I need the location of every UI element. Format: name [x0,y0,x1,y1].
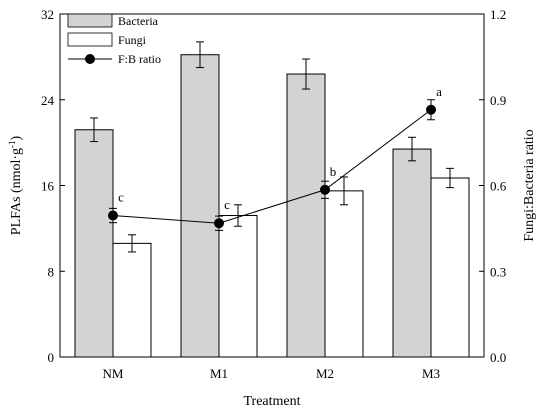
bar-fungi-nm [112,242,152,358]
bar-bacteria-m3 [392,148,432,358]
y-left-tick-label-0: 0 [48,350,55,365]
y-left-tick-label-24: 24 [41,93,55,108]
y-axis-label-left: PLFAs (nmol·g-1) [7,135,24,235]
legend-label-fb-ratio: F:B ratio [118,52,161,66]
legend: Bacteria Fungi F:B ratio [67,13,161,66]
fb-ratio-point-m2 [320,184,330,195]
fb-ratio-point-m3 [426,104,436,115]
ratio-line-layer: c c b a [108,84,442,231]
y-left-tick-label-32: 32 [41,7,54,22]
y-right-tick-label-0.0: 0.0 [490,350,506,365]
y-axis-label-right: Fungi:Bacteria ratio [522,129,537,241]
fb-ratio-line [112,109,432,224]
legend-swatch-fungi [67,32,113,47]
x-tick-label-m2: M2 [316,366,334,381]
bar-bacteria-m2 [286,73,326,358]
x-tick-label-nm: NM [103,366,124,381]
y-right-tick-label-0.6: 0.6 [490,179,507,194]
y-left-tick-label-16: 16 [41,179,55,194]
y-right-tick-label-0.9: 0.9 [490,93,506,108]
legend-swatch-bacteria [67,13,113,28]
bar-fungi-m3 [430,177,470,358]
fb-ratio-point-nm [108,210,118,221]
bar-fungi-m1 [218,215,258,358]
x-tick-label-m3: M3 [422,366,440,381]
bar-bacteria-nm [74,129,114,358]
legend-swatch-fb-ratio-marker [85,54,95,64]
fb-ratio-point-m1 [214,218,224,229]
bars-layer [74,41,470,358]
y-left-tick-label-8: 8 [48,264,55,279]
bar-fungi-m2 [324,190,364,358]
x-tick-label-m1: M1 [210,366,228,381]
legend-label-fungi: Fungi [118,33,147,47]
x-axis-label: Treatment [243,394,300,409]
significance-letter-m1: c [224,197,230,212]
significance-letter-m3: a [436,84,442,99]
significance-letter-nm: c [118,190,124,205]
y-right-tick-label-0.3: 0.3 [490,264,506,279]
legend-label-bacteria: Bacteria [118,14,159,28]
axes-layer: 0 8 16 24 32 0.0 0.3 0.6 0.9 1.2 NM M1 M2 M3 [41,7,507,381]
y-right-tick-label-1.2: 1.2 [490,7,506,22]
bar-bacteria-m1 [180,54,220,358]
significance-letter-m2: b [330,164,337,179]
